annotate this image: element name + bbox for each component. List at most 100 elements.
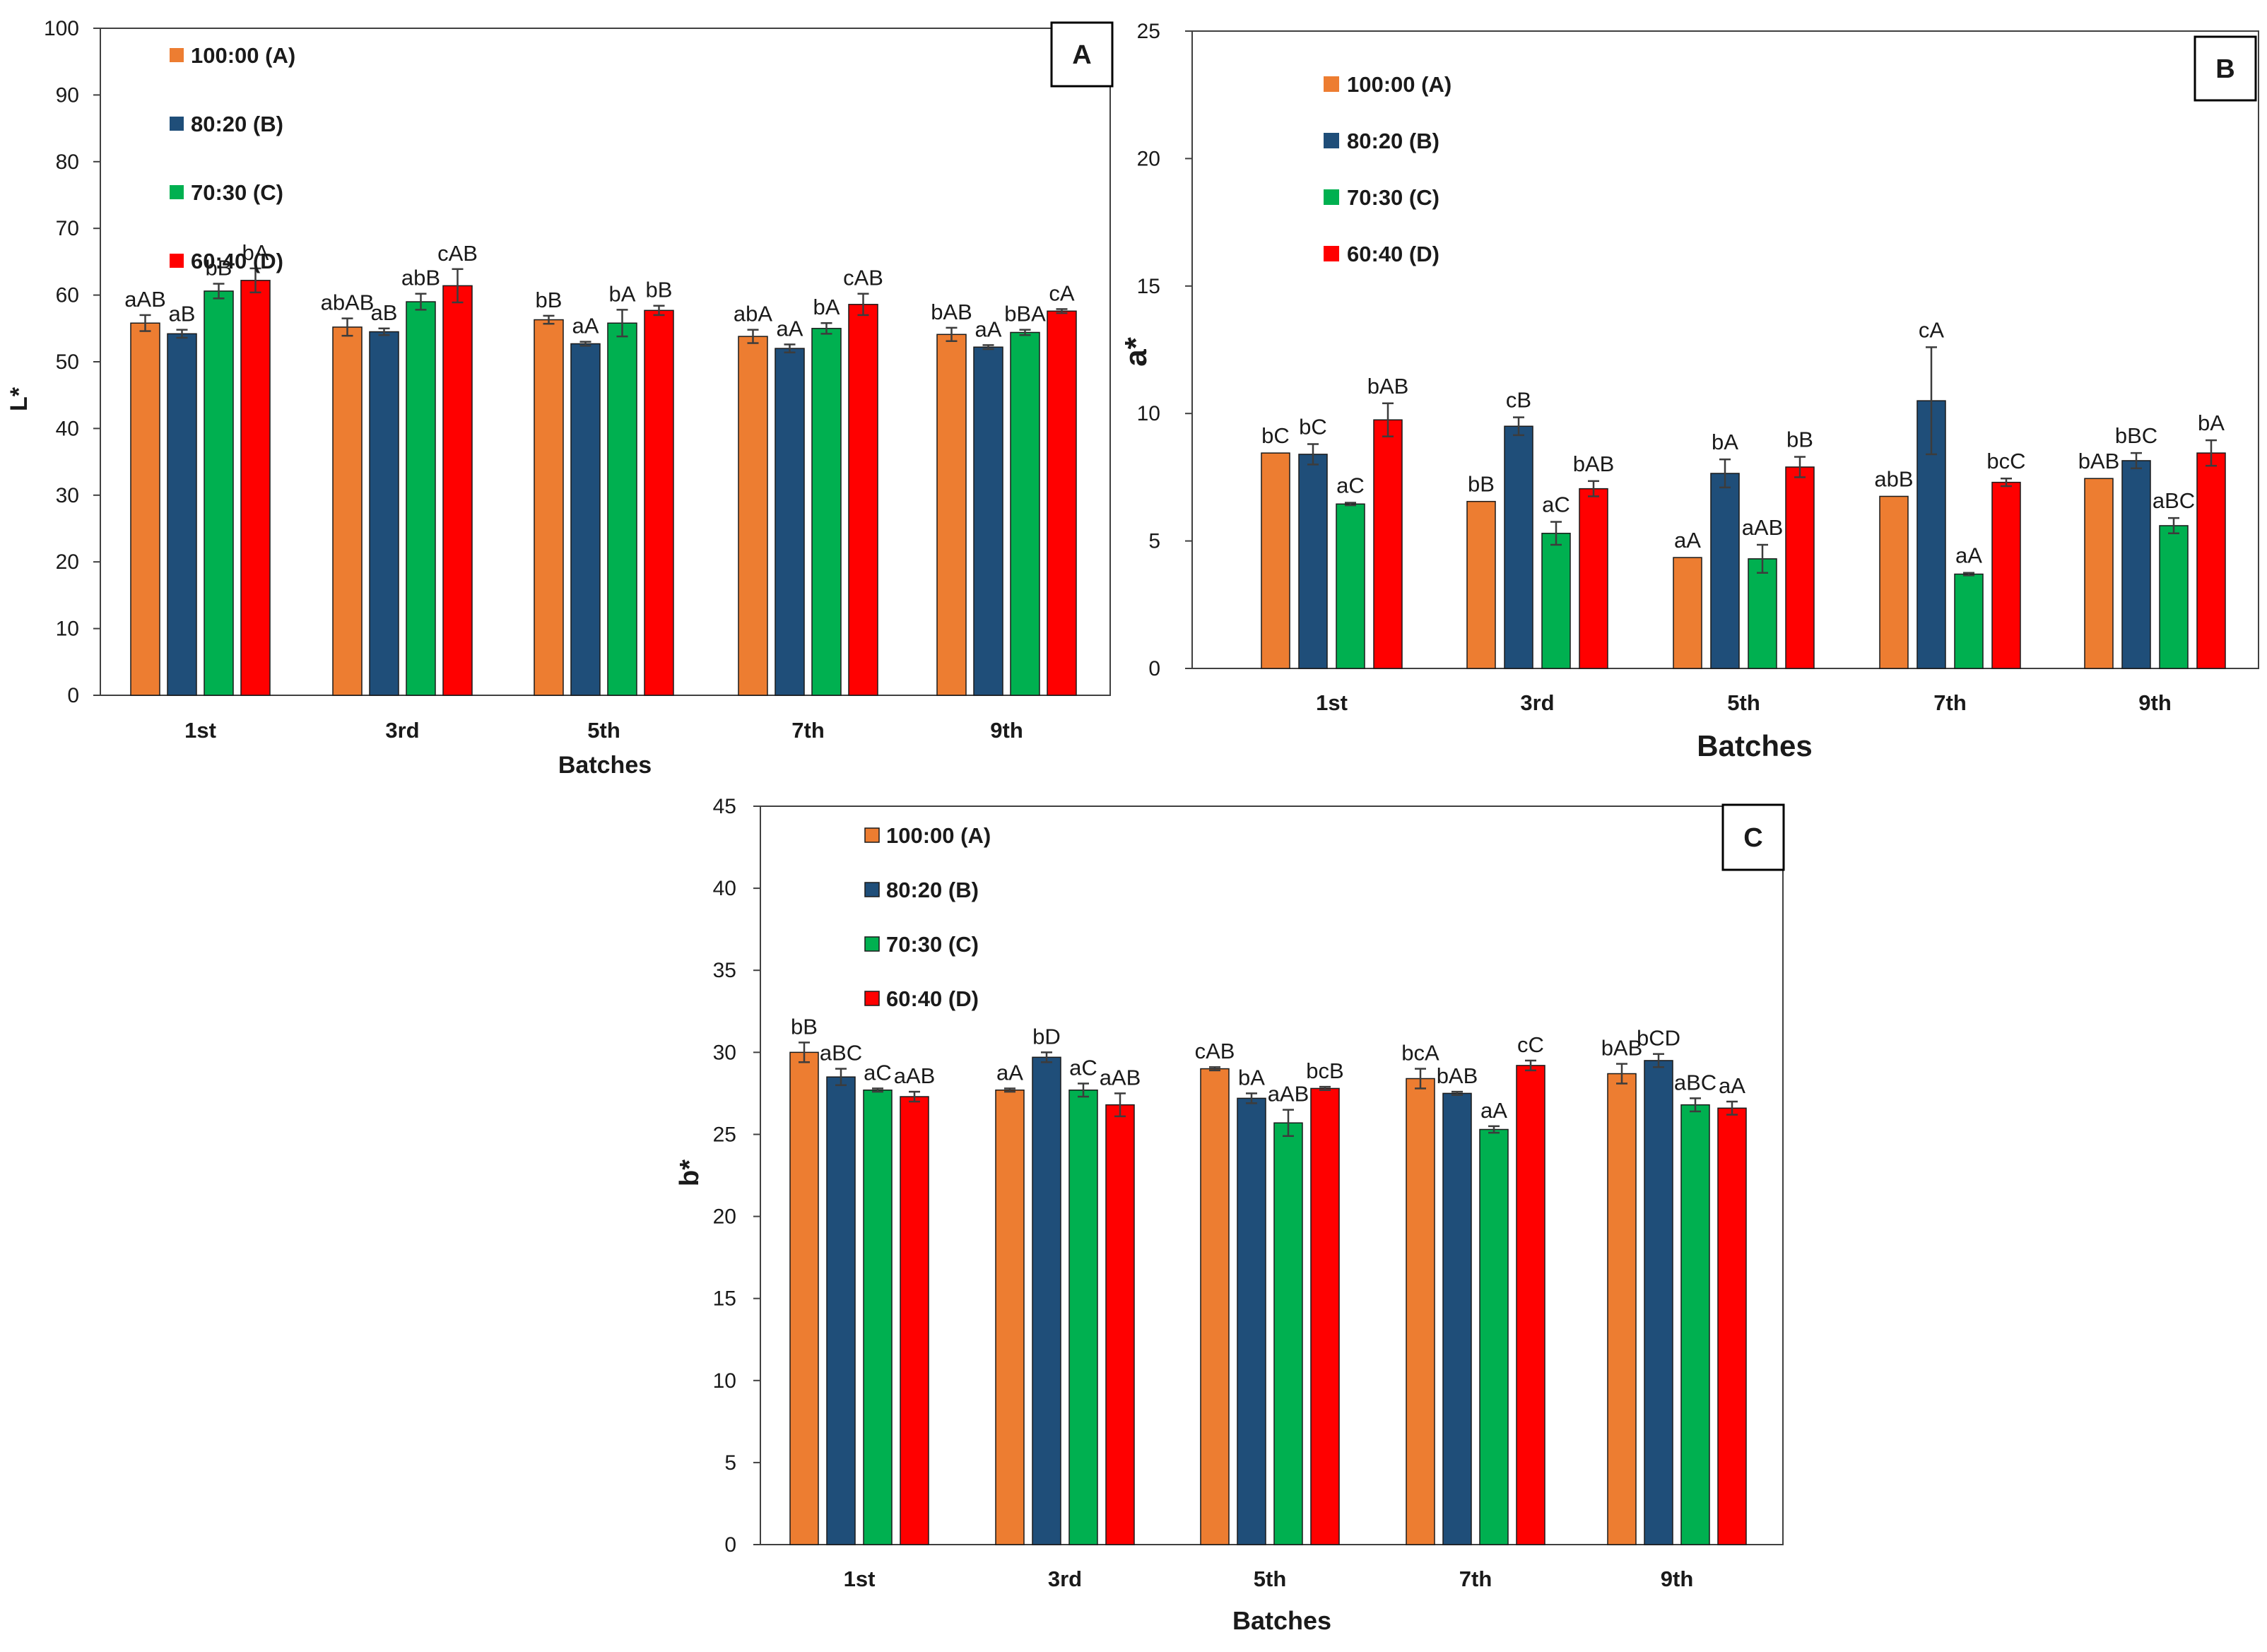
x-category-label: 7th	[1933, 690, 1967, 715]
significance-label: aAB	[124, 287, 166, 312]
y-tick-label: 80	[56, 151, 79, 174]
y-tick-label: 40	[56, 417, 79, 440]
significance-label: aA	[996, 1060, 1023, 1085]
significance-label: bBC	[2115, 423, 2157, 448]
significance-label: bB	[1468, 472, 1495, 497]
significance-label: bA	[813, 295, 840, 319]
x-category-label: 5th	[587, 718, 620, 743]
x-axis-title: Batches	[1232, 1606, 1331, 1635]
x-axis-title: Batches	[1697, 729, 1812, 762]
bar-B-9th-s2	[2121, 460, 2151, 669]
bar-A-5th-s1	[534, 319, 564, 696]
significance-label: bA	[609, 281, 636, 306]
legend-label-3: 70:30 (C)	[886, 932, 979, 957]
legend-swatch-2	[1324, 133, 1339, 148]
y-axis-title: a*	[1119, 336, 1153, 366]
y-tick-label: 45	[713, 795, 736, 818]
x-category-label: 9th	[1661, 1567, 1694, 1591]
x-category-label: 3rd	[1520, 690, 1554, 715]
panel-label-box	[2194, 35, 2257, 102]
bar-B-7th-s3	[1954, 573, 1984, 669]
significance-label: bB	[1786, 427, 1813, 452]
significance-label: cB	[1506, 388, 1531, 413]
significance-label: aB	[371, 300, 398, 325]
bar-A-5th-s4	[644, 309, 674, 696]
legend-label-4: 60:40 (D)	[886, 986, 979, 1011]
significance-label: bB	[646, 278, 673, 302]
x-category-label: 1st	[184, 718, 216, 743]
legend-label-2: 80:20 (B)	[886, 878, 979, 902]
y-tick-label: 70	[56, 217, 79, 240]
legend-swatch-2	[170, 117, 184, 131]
significance-label: bcA	[1401, 1041, 1439, 1066]
significance-label: aAB	[1742, 515, 1784, 540]
bar-A-5th-s2	[570, 343, 601, 696]
x-category-label: 3rd	[1048, 1567, 1082, 1591]
significance-label: bAB	[2078, 449, 2120, 473]
y-tick-label: 30	[713, 1041, 736, 1064]
significance-label: aC	[864, 1060, 892, 1085]
bar-A-5th-s3	[607, 322, 637, 696]
bar-B-1st-s4	[1373, 419, 1403, 669]
bar-C-5th-s4	[1310, 1087, 1340, 1545]
bar-A-1st-s4	[240, 280, 271, 696]
panel-label-box	[1721, 803, 1785, 871]
significance-label: abB	[1874, 466, 1913, 491]
plot-frame	[760, 806, 1784, 1545]
bar-A-3rd-s4	[442, 285, 473, 696]
bar-A-1st-s2	[167, 333, 197, 696]
significance-label: bA	[1238, 1065, 1265, 1090]
panel-label-box	[1050, 21, 1114, 88]
bar-C-5th-s2	[1237, 1097, 1266, 1545]
bar-B-7th-s4	[1991, 481, 2021, 669]
bar-B-9th-s4	[2196, 452, 2226, 669]
significance-label: bA	[242, 240, 269, 265]
y-tick-label: 10	[713, 1369, 736, 1393]
significance-label: bC	[1261, 423, 1290, 448]
bar-B-1st-s1	[1261, 452, 1290, 669]
legend-swatch-4	[1324, 246, 1339, 261]
y-tick-label: 5	[724, 1451, 736, 1475]
legend-swatch-1	[1324, 76, 1339, 92]
significance-label: bAB	[1367, 374, 1409, 399]
y-tick-label: 5	[1148, 530, 1160, 553]
significance-label: aC	[1336, 473, 1365, 497]
y-tick-label: 0	[67, 684, 79, 707]
bar-A-3rd-s3	[406, 301, 436, 696]
legend-swatch-3	[1324, 189, 1339, 205]
significance-label: aAB	[894, 1063, 936, 1088]
significance-label: bB	[536, 288, 563, 312]
x-category-label: 7th	[791, 718, 825, 743]
x-category-label: 5th	[1254, 1567, 1287, 1591]
bar-C-1st-s1	[789, 1051, 819, 1545]
y-tick-label: 20	[713, 1205, 736, 1229]
significance-label: abA	[734, 302, 772, 326]
x-category-label: 9th	[2138, 690, 2172, 715]
legend-label-1: 100:00 (A)	[1347, 72, 1452, 97]
significance-label: aA	[1955, 543, 1982, 568]
legend-label-1: 100:00 (A)	[886, 823, 991, 848]
y-tick-label: 15	[1137, 275, 1160, 298]
bar-C-9th-s3	[1680, 1104, 1710, 1545]
chart-panel-A: 0102030405060708090100aABaBbBbA1stabABaB…	[6, 17, 1114, 779]
significance-label: bAB	[931, 300, 972, 324]
x-category-label: 1st	[844, 1567, 876, 1591]
significance-label: aA	[777, 316, 803, 341]
bar-C-7th-s2	[1442, 1092, 1472, 1545]
bar-B-5th-s1	[1673, 557, 1702, 669]
significance-label: bD	[1032, 1024, 1061, 1049]
legend-label-2: 80:20 (B)	[1347, 129, 1439, 153]
x-axis-title: Batches	[558, 752, 652, 779]
legend-label-1: 100:00 (A)	[191, 43, 295, 68]
bar-B-9th-s3	[2159, 525, 2189, 669]
x-category-label: 7th	[1459, 1567, 1492, 1591]
x-category-label: 3rd	[385, 718, 419, 743]
y-tick-label: 25	[1137, 20, 1160, 43]
y-tick-label: 35	[713, 959, 736, 982]
significance-label: bcB	[1306, 1058, 1343, 1083]
significance-label: aA	[1719, 1073, 1745, 1098]
y-tick-label: 90	[56, 83, 79, 107]
significance-label: aA	[572, 314, 599, 338]
significance-label: bBA	[1004, 302, 1046, 326]
bar-A-1st-s1	[130, 322, 160, 696]
